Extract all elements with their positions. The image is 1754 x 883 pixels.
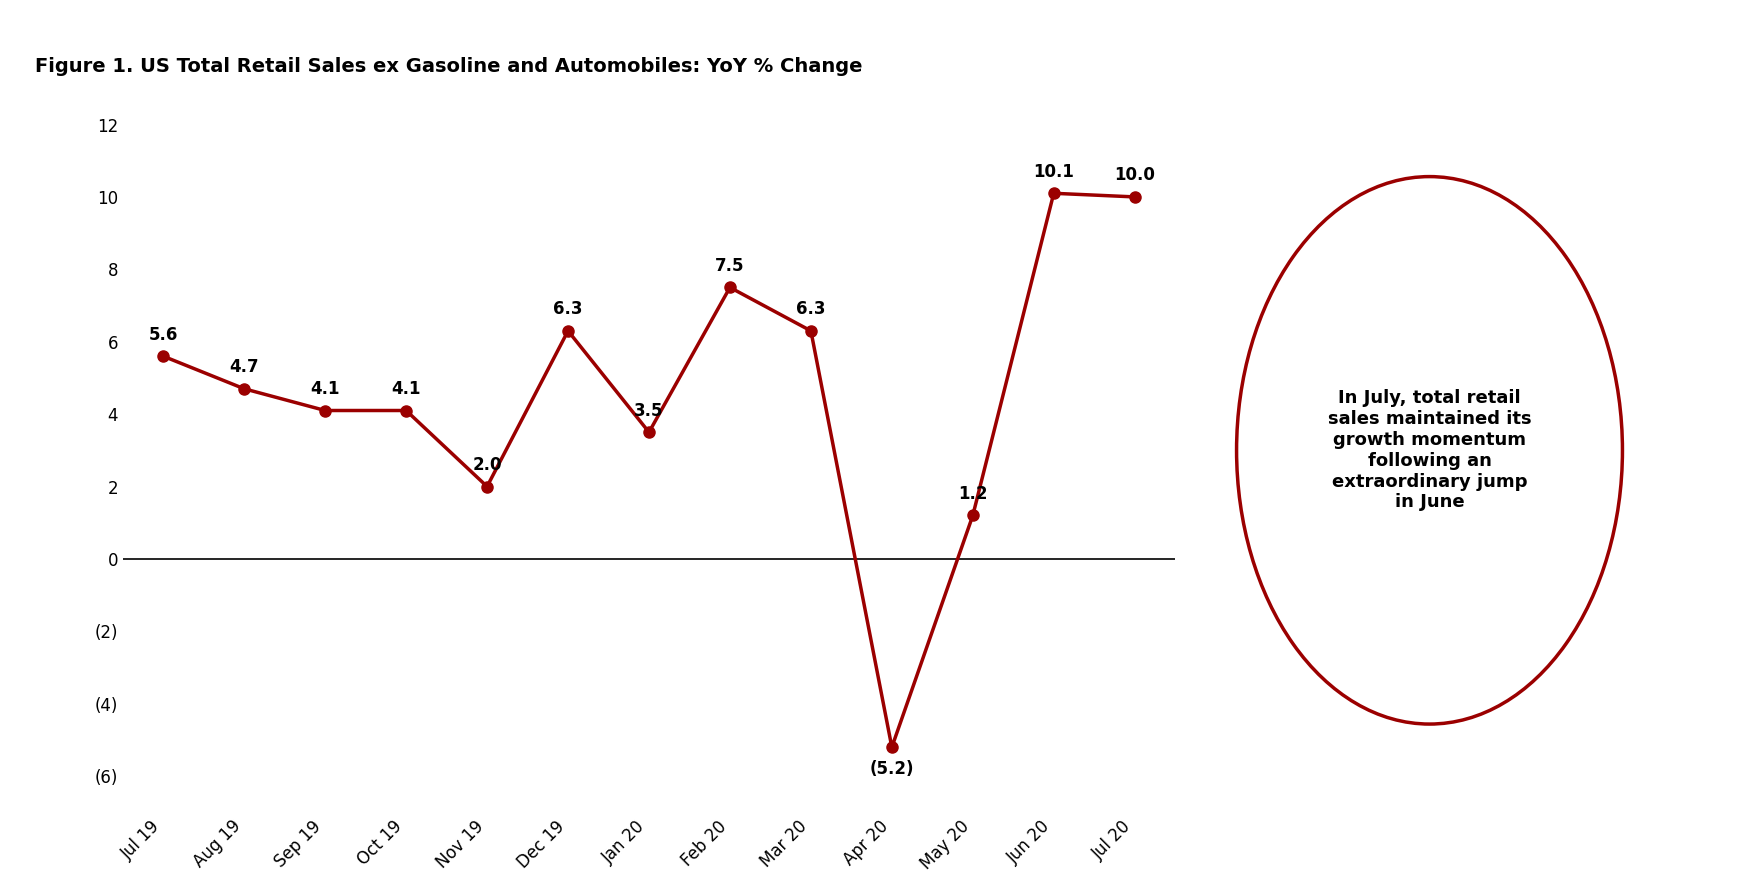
Text: 4.7: 4.7 xyxy=(230,358,260,376)
Text: 3.5: 3.5 xyxy=(635,402,663,419)
Text: 5.6: 5.6 xyxy=(149,326,177,343)
Text: 1.2: 1.2 xyxy=(958,485,988,502)
Text: 6.3: 6.3 xyxy=(553,300,582,318)
Text: 10.1: 10.1 xyxy=(1033,162,1073,181)
Text: (5.2): (5.2) xyxy=(870,760,914,778)
Text: In July, total retail
sales maintained its
growth momentum
following an
extraord: In July, total retail sales maintained i… xyxy=(1328,389,1531,511)
Text: 4.1: 4.1 xyxy=(310,380,340,398)
Text: 4.1: 4.1 xyxy=(391,380,421,398)
Text: Figure 1. US Total Retail Sales ex Gasoline and Automobiles: YoY % Change: Figure 1. US Total Retail Sales ex Gasol… xyxy=(35,57,863,77)
Text: 10.0: 10.0 xyxy=(1114,166,1156,185)
Text: 2.0: 2.0 xyxy=(472,456,502,474)
Text: 6.3: 6.3 xyxy=(796,300,826,318)
Text: 7.5: 7.5 xyxy=(716,257,745,275)
